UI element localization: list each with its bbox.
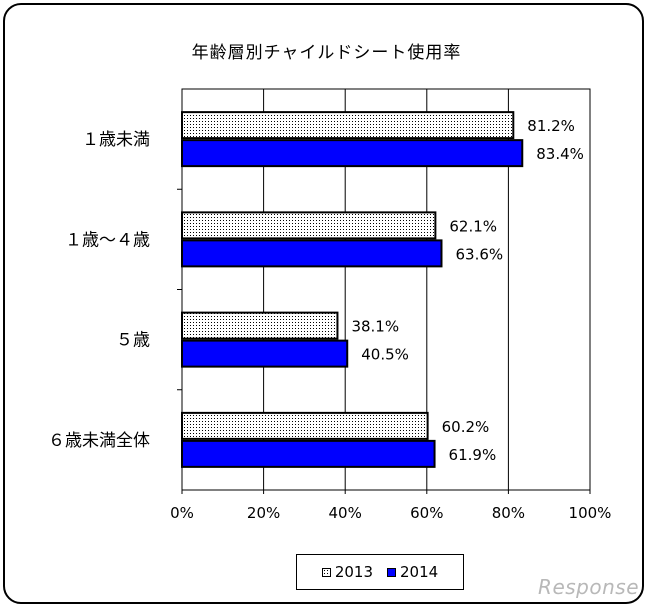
data-label-2013: 62.1% (449, 217, 497, 235)
data-label-2014: 61.9% (449, 446, 497, 464)
x-tick-label: 40% (329, 504, 362, 522)
x-tick-label: 0% (170, 504, 194, 522)
legend-item-2014: 2014 (387, 563, 438, 581)
bar-2013 (181, 111, 515, 140)
x-tick-label: 100% (569, 504, 612, 522)
bar-2014 (181, 139, 524, 168)
category-label: １歳～４歳 (65, 230, 150, 250)
category-label: ５歳 (116, 331, 150, 351)
bar-2013 (181, 411, 429, 440)
bar-2013 (181, 311, 339, 340)
legend-item-2013: 2013 (321, 563, 373, 581)
response-watermark: Response (538, 575, 639, 599)
legend-label-2014: 2014 (400, 563, 439, 581)
chart-title: 年齢層別チャイルドシート使用率 (191, 43, 462, 63)
data-label-2013: 60.2% (442, 418, 490, 436)
bar-2014 (181, 239, 443, 268)
category-label: ６歳未満全体 (48, 431, 150, 451)
data-label-2013: 38.1% (351, 318, 399, 336)
x-tick-label: 80% (492, 504, 525, 522)
data-label-2014: 63.6% (455, 245, 503, 263)
legend-swatch-2013 (321, 567, 331, 577)
x-tick-label: 20% (247, 504, 280, 522)
legend-label-2013: 2013 (334, 563, 373, 581)
data-label-2013: 81.2% (527, 117, 575, 135)
bar-2014 (181, 439, 436, 468)
legend-swatch-2014 (387, 567, 396, 577)
bar-2013 (181, 211, 437, 240)
data-label-2014: 40.5% (361, 346, 409, 364)
category-label: １歳未満 (82, 130, 150, 150)
chart-legend: 2013 2014 (296, 554, 464, 590)
bar-2014 (181, 339, 349, 368)
data-label-2014: 83.4% (536, 145, 584, 163)
x-tick-label: 60% (410, 504, 443, 522)
